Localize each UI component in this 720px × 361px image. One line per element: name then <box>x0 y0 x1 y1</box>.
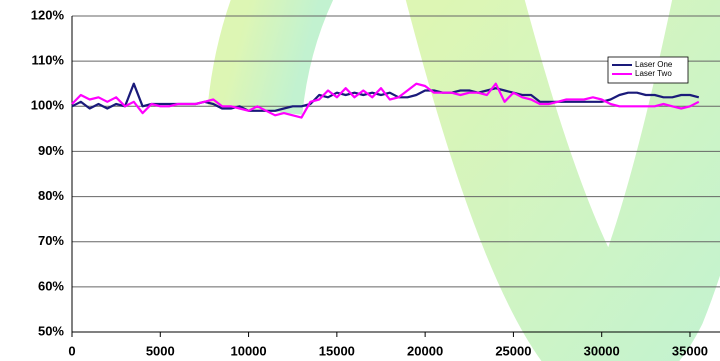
y-tick-label: 70% <box>38 233 64 248</box>
y-tick-label: 110% <box>31 53 64 68</box>
x-tick-label: 25000 <box>495 343 531 358</box>
x-tick-label: 20000 <box>407 343 443 358</box>
x-tick-label: 0 <box>68 343 75 358</box>
legend-label: Laser Two <box>635 69 672 78</box>
y-tick-label: 50% <box>38 323 64 338</box>
x-tick-label: 30000 <box>584 343 620 358</box>
y-tick-label: 120% <box>31 7 65 22</box>
x-tick-label: 35000 <box>672 343 708 358</box>
y-tick-label: 90% <box>38 143 64 158</box>
y-tick-label: 60% <box>38 278 64 293</box>
x-tick-label: 5000 <box>146 343 175 358</box>
chart: 50% 60% 70% 80% 90% 100% 110% 120% 0 5000 10000 150… <box>0 0 720 361</box>
background-swoosh <box>255 0 720 340</box>
x-tick-label: 15000 <box>319 343 355 358</box>
legend-label: Laser One <box>635 60 673 69</box>
y-tick-label: 80% <box>38 188 64 203</box>
x-tick-label: 10000 <box>230 343 266 358</box>
y-tick-label: 100% <box>31 98 65 113</box>
series-line <box>72 84 699 118</box>
